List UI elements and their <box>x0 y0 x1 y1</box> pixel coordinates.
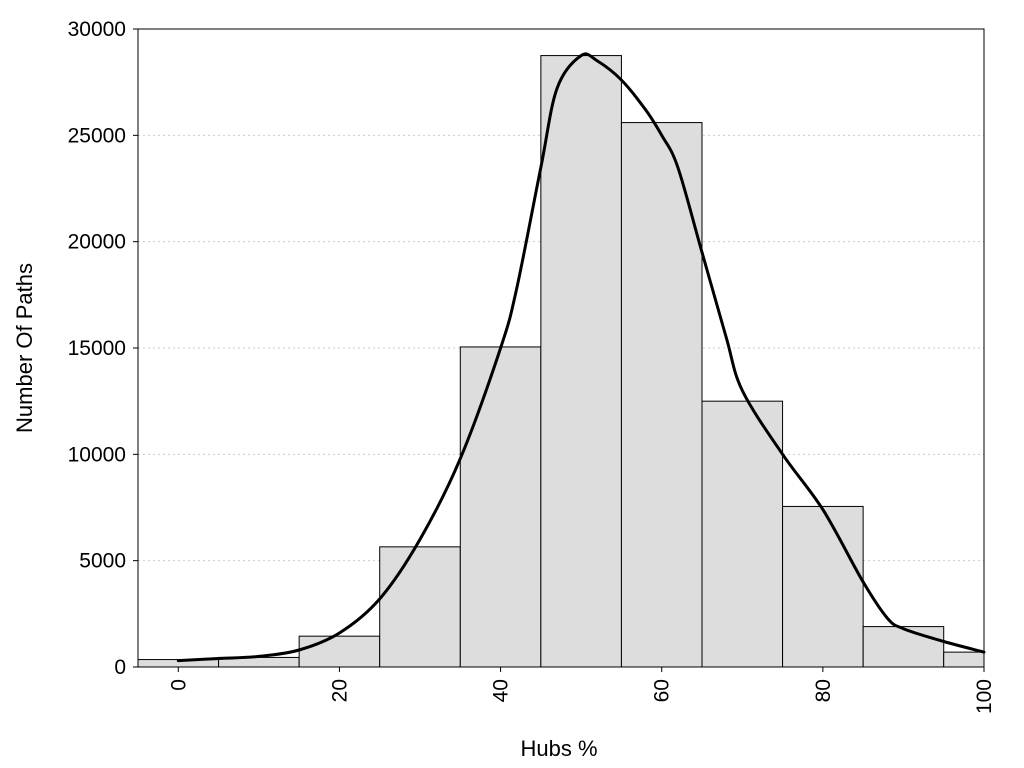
histogram-bars <box>137 55 985 668</box>
density-curve-layer <box>176 52 986 663</box>
y-axis-title: Number Of Paths <box>12 263 37 433</box>
histogram-bar <box>379 546 461 668</box>
histogram-bar <box>620 122 703 668</box>
histogram-bar <box>540 55 622 668</box>
y-tick-label: 0 <box>114 656 126 679</box>
x-tick-label: 60 <box>651 679 674 702</box>
histogram-bar <box>943 651 985 668</box>
x-tick-label: 40 <box>490 679 513 702</box>
y-tick-label: 20000 <box>68 231 126 254</box>
x-axis-title: Hubs % <box>520 736 597 761</box>
histogram-bar <box>459 346 542 668</box>
y-tick-label: 15000 <box>68 337 126 360</box>
x-tick-label: 80 <box>812 679 835 702</box>
histogram-bar <box>701 400 784 668</box>
y-axis-ticks: 0 5000 10000 15000 20000 25000 30000 <box>68 18 138 679</box>
y-tick-label: 30000 <box>68 18 126 41</box>
x-axis-ticks: 0 20 40 60 80 100 <box>167 667 996 714</box>
x-tick-label: 0 <box>167 679 190 691</box>
histogram-bar <box>298 635 381 668</box>
y-tick-label: 5000 <box>79 550 126 573</box>
x-tick-label: 20 <box>328 679 351 702</box>
y-tick-label: 10000 <box>68 443 126 466</box>
y-tick-label: 25000 <box>68 124 126 147</box>
x-tick-label: 100 <box>973 679 996 714</box>
density-curve <box>176 52 986 663</box>
histogram-bar <box>862 626 945 668</box>
histogram-bar <box>782 505 864 668</box>
